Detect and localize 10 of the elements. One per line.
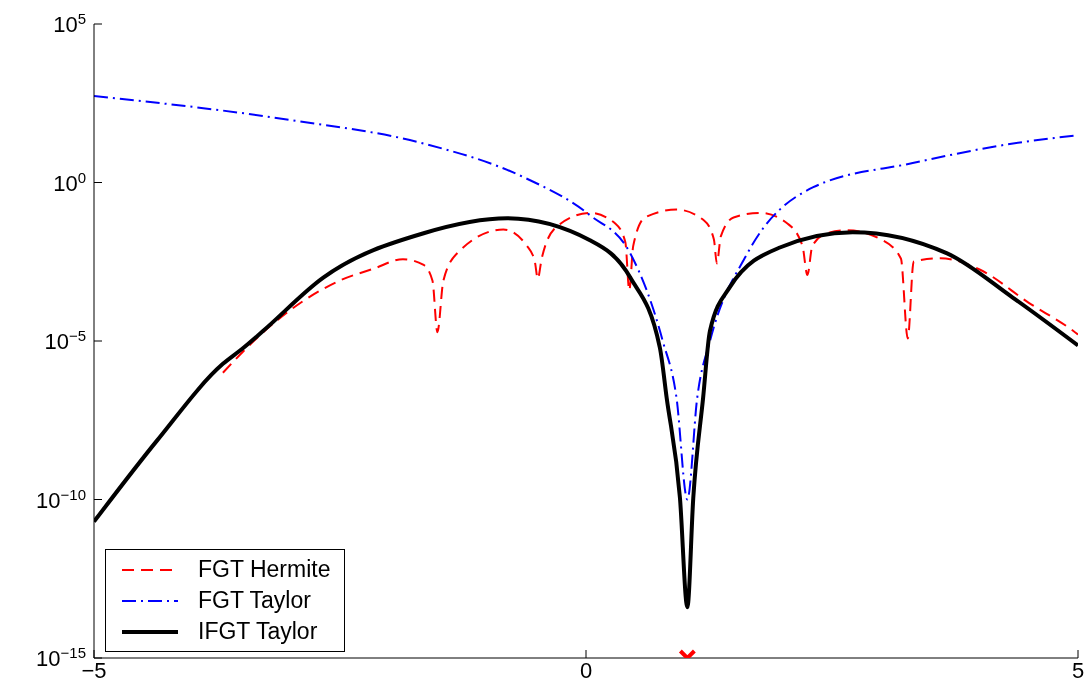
legend-label: FGT Hermite [198,555,331,584]
line-series [221,208,1078,374]
legend-label: FGT Taylor [198,586,311,615]
x-tick-label: 0 [579,658,593,683]
y-tick-label: 10$^{5}$ [53,9,86,37]
x-tick-label: 5 [1071,658,1085,683]
y-tick-label: 10$^{−5}$ [44,326,86,354]
y-tick-label: 10$^{0}$ [53,168,86,196]
legend-label: IFGT Taylor [198,617,318,646]
y-tick-label: 10$^{−10}$ [36,485,86,513]
